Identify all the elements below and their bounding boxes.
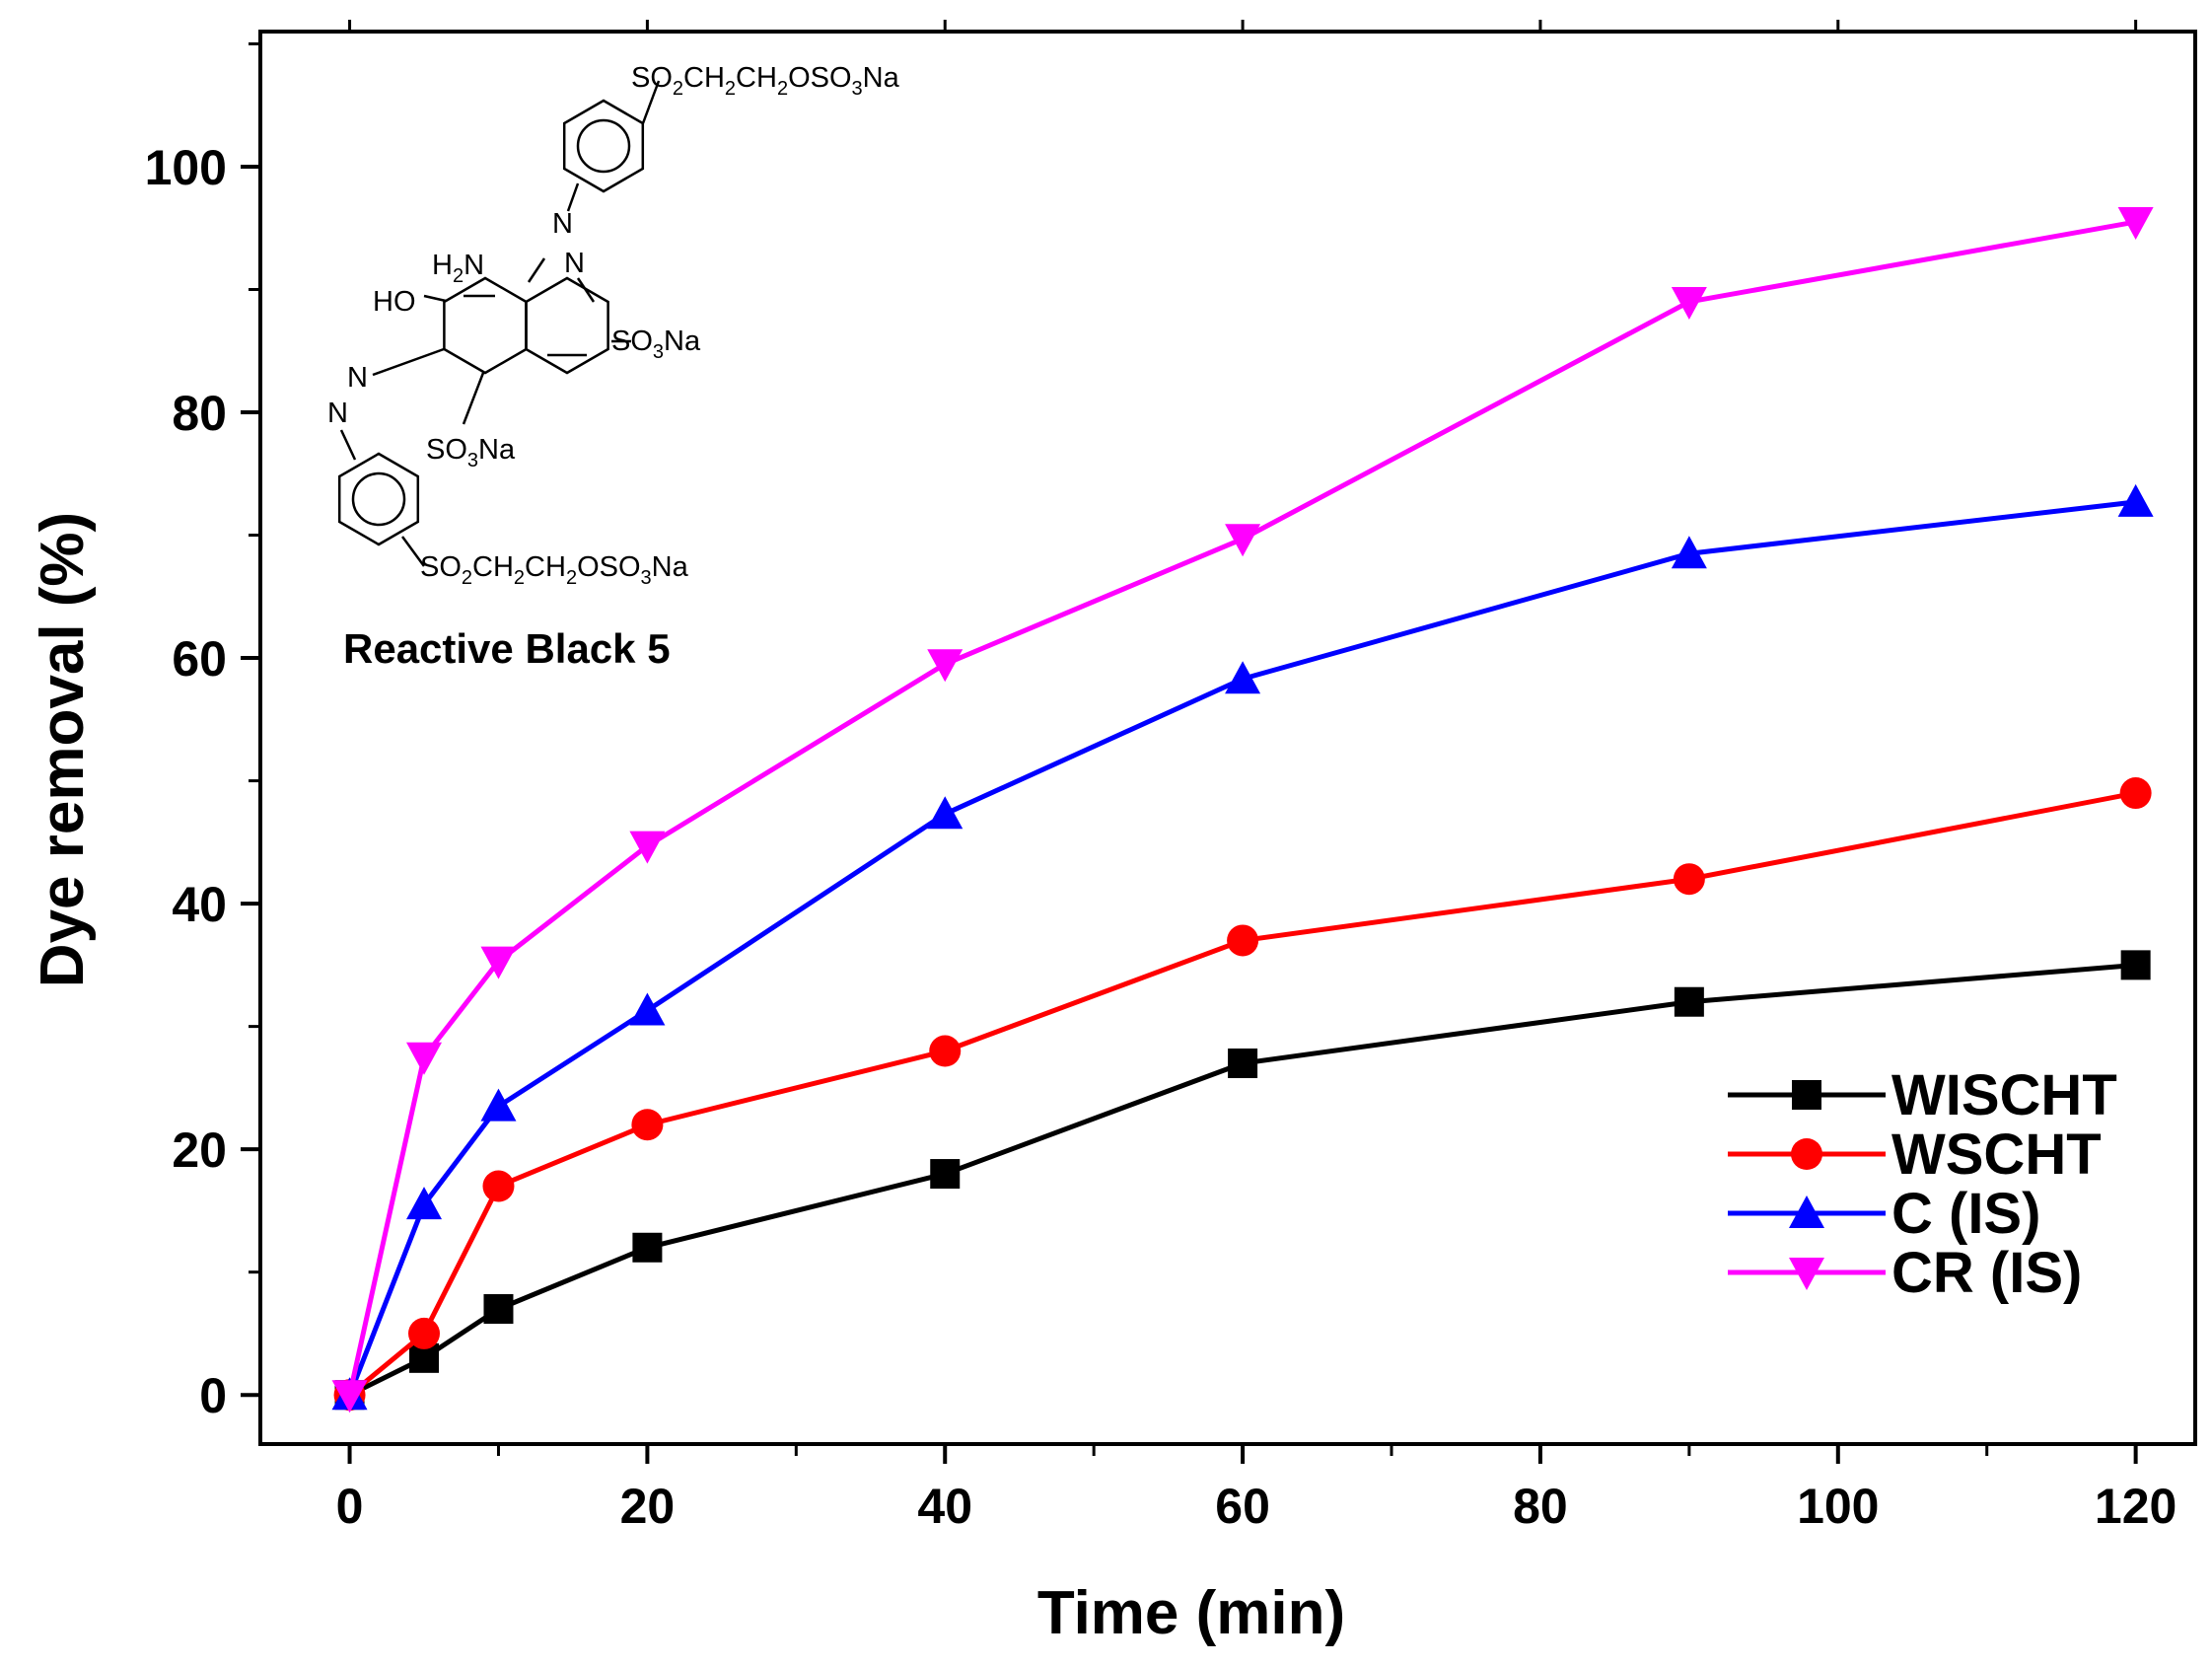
- data-point-wischt: [930, 1159, 961, 1190]
- data-point-c-is: [1225, 661, 1261, 694]
- y-axis-title: Dye removal (%): [29, 512, 97, 987]
- data-point-cr-is: [927, 649, 963, 683]
- data-point-wscht: [1227, 924, 1259, 957]
- legend-marker: [1791, 1138, 1822, 1170]
- series-layer: [331, 207, 2154, 1413]
- series-line-wscht: [347, 790, 2137, 1398]
- data-point-wischt: [483, 1294, 514, 1325]
- y-tick-label: 40: [172, 877, 227, 932]
- data-point-cr-is: [406, 1042, 443, 1075]
- legend-item-wischt: WISCHT: [1728, 1063, 2117, 1127]
- right-sulfonate-group: SO3Na: [611, 326, 701, 363]
- amino-group: H2N: [432, 250, 484, 287]
- azo-nitrogen-1: N: [552, 208, 573, 240]
- data-point-c-is: [927, 796, 963, 830]
- legend-marker: [1792, 1080, 1821, 1110]
- bottom-sulfonylethyl-group: SO2CH2CH2OSO3Na: [420, 551, 689, 589]
- axes: 0 20 40 60 80 100 120 0 20 40 60 80 100: [145, 20, 2176, 1534]
- plot-frame: [258, 30, 2197, 1446]
- data-point-cr-is: [1225, 524, 1261, 557]
- x-tick-label: 0: [336, 1479, 364, 1534]
- data-point-wscht: [2119, 777, 2152, 810]
- data-point-wscht: [482, 1170, 515, 1202]
- data-point-cr-is: [629, 831, 666, 864]
- azo-nitrogen-2: N: [564, 248, 585, 279]
- legend-label: CR (IS): [1891, 1241, 2082, 1305]
- x-axis-title: Time (min): [1037, 1579, 1345, 1647]
- legend-item-cr-is: CR (IS): [1728, 1241, 2082, 1305]
- azo-nitrogen-4: N: [327, 398, 348, 429]
- data-point-wischt: [2120, 950, 2151, 980]
- y-tick-label: 20: [172, 1123, 227, 1178]
- y-tick-label: 60: [172, 631, 227, 687]
- data-point-c-is: [406, 1187, 443, 1220]
- data-point-cr-is: [2117, 207, 2154, 241]
- data-point-c-is: [2117, 483, 2154, 517]
- series-line-cr-is: [347, 219, 2137, 1396]
- x-tick-label: 100: [1797, 1479, 1879, 1534]
- legend-marker: [1789, 1195, 1824, 1228]
- series-cr-is: [331, 207, 2154, 1413]
- series-wischt: [334, 950, 2151, 1411]
- legend-label: WISCHT: [1891, 1063, 2117, 1127]
- legend-item-c-is: C (IS): [1728, 1182, 2040, 1246]
- data-point-wscht: [408, 1317, 441, 1349]
- legend-label: WSCHT: [1891, 1123, 2102, 1187]
- data-point-cr-is: [331, 1380, 368, 1413]
- azo-nitrogen-3: N: [347, 362, 368, 394]
- compound-name: Reactive Black 5: [343, 625, 671, 672]
- chemical-structure-inset: SO2CH2CH2OSO3Na H2N HO SO3Na SO3Na SO2CH…: [327, 62, 900, 672]
- lower-sulfonate-group: SO3Na: [426, 434, 516, 471]
- y-tick-label: 0: [199, 1368, 227, 1423]
- data-point-cr-is: [480, 946, 517, 979]
- x-tick-label: 60: [1215, 1479, 1270, 1534]
- series-wscht: [333, 777, 2152, 1412]
- data-point-wscht: [631, 1109, 664, 1141]
- legend-item-wscht: WSCHT: [1728, 1123, 2102, 1187]
- data-point-wscht: [929, 1035, 962, 1067]
- legend-marker: [1789, 1258, 1824, 1290]
- series-c-is: [331, 483, 2154, 1411]
- data-point-cr-is: [1671, 286, 1707, 320]
- data-point-c-is: [629, 992, 666, 1026]
- data-point-wischt: [1228, 1048, 1258, 1078]
- x-tick-label: 120: [2095, 1479, 2176, 1534]
- hydroxyl-group: HO: [373, 286, 416, 318]
- legend-label: C (IS): [1891, 1182, 2040, 1246]
- data-point-c-is: [480, 1088, 517, 1122]
- top-sulfonylethyl-group: SO2CH2CH2OSO3Na: [631, 62, 900, 100]
- data-point-wischt: [632, 1232, 663, 1263]
- data-point-wscht: [1673, 863, 1705, 896]
- x-tick-label: 80: [1513, 1479, 1568, 1534]
- x-tick-label: 40: [917, 1479, 972, 1534]
- data-point-wischt: [1674, 986, 1704, 1017]
- y-tick-label: 100: [145, 140, 227, 195]
- series-line-c-is: [347, 499, 2136, 1397]
- y-tick-label: 80: [172, 386, 227, 441]
- x-tick-label: 20: [620, 1479, 676, 1534]
- structure-drawing: [337, 80, 661, 567]
- data-point-c-is: [1671, 536, 1707, 569]
